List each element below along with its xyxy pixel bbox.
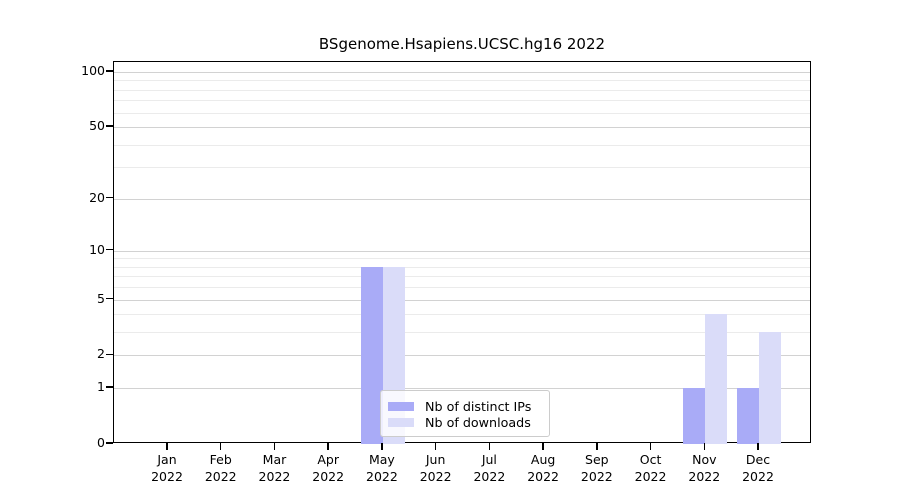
x-tick-label-feb: Feb 2022 xyxy=(204,452,237,484)
bar-downloads-dec xyxy=(759,332,782,444)
minor-gridline xyxy=(114,314,810,316)
major-gridline xyxy=(114,355,810,357)
x-tick-label-jul: Jul 2022 xyxy=(473,452,506,484)
y-tick-mark xyxy=(106,125,113,127)
y-tick-mark xyxy=(106,297,113,300)
y-tick-mark xyxy=(106,353,113,356)
y-tick-label-2: 2 xyxy=(97,346,105,362)
major-gridline xyxy=(114,299,810,301)
chart-title: BSgenome.Hsapiens.UCSC.hg16 2022 xyxy=(318,35,606,53)
minor-gridline xyxy=(114,89,810,91)
minor-gridline xyxy=(114,112,810,114)
major-gridline xyxy=(114,71,810,73)
minor-gridline xyxy=(114,80,810,82)
x-tick-label-jun: Jun 2022 xyxy=(419,452,452,484)
minor-gridline xyxy=(114,287,810,289)
x-tick-label-oct: Oct 2022 xyxy=(634,452,667,484)
legend-item-distinct-ips: Nb of distinct IPs xyxy=(388,398,541,414)
major-gridline xyxy=(114,388,810,390)
major-gridline xyxy=(114,127,810,129)
x-tick-mark xyxy=(166,443,168,450)
y-tick-label-1: 1 xyxy=(97,379,105,395)
x-tick-mark xyxy=(220,443,222,450)
bar-distinct-ips-nov xyxy=(683,388,706,444)
x-tick-label-nov: Nov 2022 xyxy=(688,452,721,484)
x-tick-mark xyxy=(273,443,276,450)
y-tick-label-0: 0 xyxy=(97,435,105,450)
x-tick-mark xyxy=(542,443,544,450)
x-tick-label-apr: Apr 2022 xyxy=(312,452,345,484)
minor-gridline xyxy=(114,258,810,260)
x-tick-label-mar: Mar 2022 xyxy=(258,452,291,484)
legend-label-downloads: Nb of downloads xyxy=(425,414,531,430)
major-gridline xyxy=(114,250,810,252)
y-tick-label-5: 5 xyxy=(97,290,105,306)
x-tick-label-dec: Dec 2022 xyxy=(742,452,774,484)
x-tick-label-jan: Jan 2022 xyxy=(151,452,183,484)
y-tick-label-100: 100 xyxy=(81,62,105,78)
plot-area xyxy=(113,61,811,444)
bar-downloads-nov xyxy=(705,314,728,444)
x-tick-mark xyxy=(434,443,437,450)
y-tick-mark xyxy=(106,386,113,388)
x-tick-mark xyxy=(757,443,759,450)
minor-gridline xyxy=(114,144,810,146)
y-tick-label-20: 20 xyxy=(89,189,105,205)
legend-item-downloads: Nb of downloads xyxy=(388,414,541,430)
bar-distinct-ips-may xyxy=(360,266,383,444)
x-tick-label-sep: Sep 2022 xyxy=(580,452,613,484)
minor-gridline xyxy=(114,276,810,278)
y-tick-mark xyxy=(106,442,113,444)
x-tick-mark xyxy=(327,443,329,450)
minor-gridline xyxy=(114,332,810,334)
legend-swatch-downloads xyxy=(388,417,414,427)
x-tick-mark xyxy=(596,443,598,450)
x-tick-mark xyxy=(381,443,383,450)
legend: Nb of distinct IPs Nb of downloads xyxy=(380,390,550,437)
bar-distinct-ips-dec xyxy=(737,388,760,444)
y-tick-mark xyxy=(106,70,113,72)
x-tick-label-aug: Aug 2022 xyxy=(527,452,560,484)
minor-gridline xyxy=(114,266,810,268)
legend-label-distinct-ips: Nb of distinct IPs xyxy=(425,398,532,414)
minor-gridline xyxy=(114,100,810,102)
y-tick-label-10: 10 xyxy=(89,241,105,257)
x-tick-mark xyxy=(649,443,652,450)
x-tick-mark xyxy=(488,443,491,450)
x-tick-label-may: May 2022 xyxy=(366,452,398,484)
major-gridline xyxy=(114,198,810,200)
legend-swatch-distinct-ips xyxy=(388,401,414,411)
y-tick-mark xyxy=(106,196,113,199)
y-tick-label-50: 50 xyxy=(89,118,105,134)
minor-gridline xyxy=(114,167,810,169)
y-tick-mark xyxy=(106,249,113,251)
x-tick-mark xyxy=(703,443,705,450)
